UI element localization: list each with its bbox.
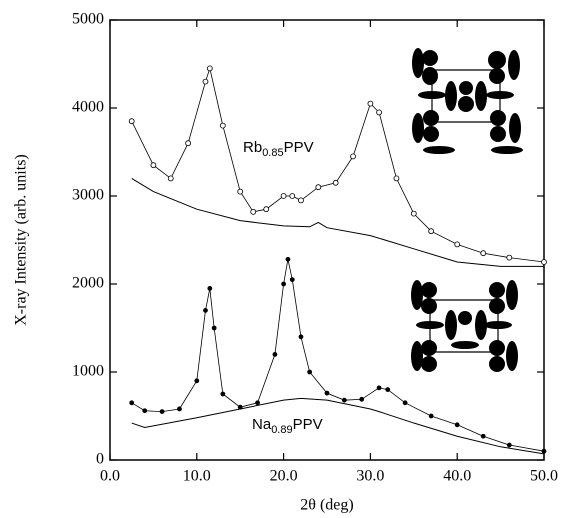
annotation-text: Na — [252, 416, 272, 433]
data-point — [454, 422, 460, 428]
plot-frame — [109, 19, 545, 461]
data-point — [142, 408, 148, 414]
annotation: Rb0.85PPV — [243, 139, 314, 159]
data-point — [129, 400, 135, 406]
data-point — [385, 387, 391, 393]
structure-icon — [411, 280, 518, 372]
x-tick-label: 20.0 — [270, 468, 298, 485]
data-point — [207, 285, 213, 291]
data-point — [263, 206, 270, 213]
data-point — [480, 433, 486, 439]
data-point — [220, 391, 226, 397]
structure-icon — [412, 48, 523, 154]
data-point — [289, 193, 296, 199]
x-tick-label: 10.0 — [183, 468, 211, 485]
annotation-text: PPV — [293, 416, 323, 433]
data-point — [177, 406, 182, 412]
annotation-subscript: 0.89 — [271, 424, 292, 436]
data-point — [324, 390, 330, 396]
data-point — [185, 140, 192, 147]
x-axis-title: 2θ (deg) — [300, 497, 353, 514]
data-point — [480, 250, 487, 257]
y-axis-title: X-ray Intensity (arb. units) — [13, 154, 30, 326]
data-point — [367, 100, 374, 107]
data-point — [206, 65, 213, 72]
y-tick-label: 1000 — [72, 363, 104, 380]
data-point — [506, 254, 513, 261]
data-point — [167, 175, 174, 182]
data-point — [315, 184, 322, 191]
data-point — [203, 307, 208, 313]
data-point — [159, 409, 165, 415]
data-point — [289, 277, 295, 283]
data-point — [237, 188, 244, 195]
curve — [131, 397, 545, 455]
data-point — [150, 162, 157, 169]
y-tick-label: 3000 — [72, 187, 104, 204]
x-tick-label: 0.0 — [100, 468, 120, 485]
data-point — [307, 369, 313, 375]
data-point — [250, 208, 257, 215]
annotation: Na0.89PPV — [252, 416, 323, 436]
data-point — [454, 241, 461, 248]
annotation-text: Rb — [243, 139, 262, 156]
y-tick-label: 4000 — [72, 99, 104, 116]
data-point — [359, 396, 365, 402]
data-point — [428, 228, 435, 235]
data-point — [285, 256, 291, 262]
x-tick-label: 30.0 — [356, 468, 384, 485]
data-point — [128, 118, 135, 125]
y-tick-label: 5000 — [72, 11, 104, 28]
data-point — [541, 448, 547, 454]
data-point — [280, 193, 287, 199]
data-point — [376, 385, 382, 391]
data-point — [255, 400, 260, 406]
data-point — [541, 259, 547, 265]
annotation-text: PPV — [284, 139, 314, 156]
data-point — [281, 281, 287, 287]
data-point — [506, 442, 512, 448]
annotation-subscript: 0.85 — [262, 147, 283, 159]
data-point — [410, 210, 417, 217]
data-point — [341, 397, 347, 403]
data-point — [202, 78, 209, 85]
x-tick-label: 50.0 — [530, 468, 558, 485]
data-point — [194, 378, 200, 384]
data-point — [211, 325, 217, 331]
data-point — [298, 334, 304, 340]
data-point — [219, 122, 226, 129]
data-point — [376, 109, 382, 116]
data-point — [402, 400, 408, 406]
data-point — [350, 153, 356, 160]
y-tick-label: 0 — [96, 451, 104, 468]
fit-curve — [131, 259, 545, 452]
data-point — [298, 197, 304, 204]
data-point — [332, 179, 339, 186]
data-point — [428, 413, 434, 419]
data-point — [393, 175, 400, 182]
data-point — [272, 351, 278, 357]
curve — [131, 177, 544, 267]
y-tick-label: 2000 — [72, 275, 104, 292]
x-tick-label: 40.0 — [443, 468, 471, 485]
